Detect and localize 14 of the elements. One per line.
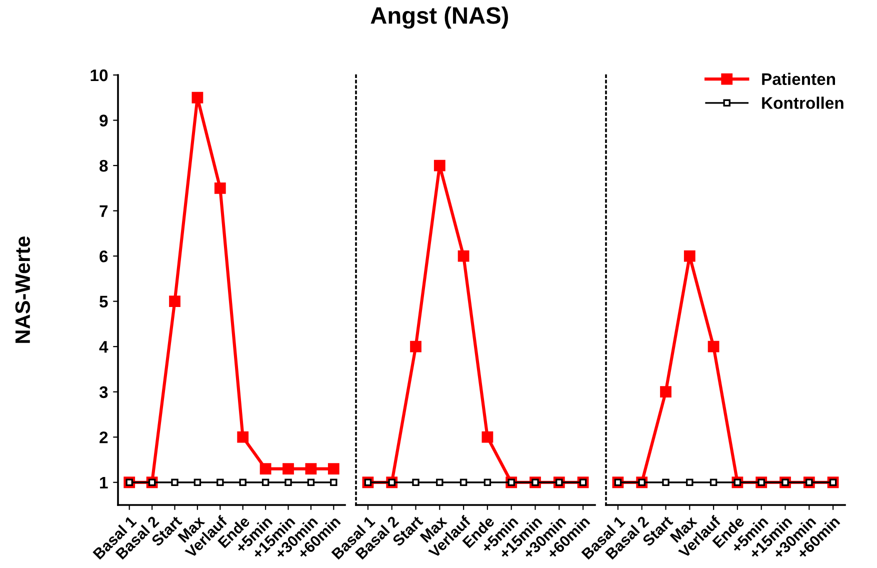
y-tick-label: 6 [100, 250, 108, 262]
legend-label: Patienten [762, 72, 836, 86]
y-tick-label: 7 [100, 205, 108, 217]
y-tick-label: 10 [90, 69, 108, 82]
y-axis-title: NAS-Werte [15, 236, 30, 343]
y-tick-label: 1 [100, 476, 108, 488]
y-tick-label: 3 [99, 386, 108, 398]
y-tick-label: 4 [99, 341, 108, 353]
y-tick-label: 2 [100, 432, 108, 444]
y-tick-label: 5 [100, 296, 108, 308]
y-tick-label: 9 [100, 114, 108, 126]
legend-label: Kontrollen [762, 96, 844, 109]
chart-title: Angst (NAS) [370, 6, 508, 29]
y-tick-label: 8 [100, 160, 108, 172]
